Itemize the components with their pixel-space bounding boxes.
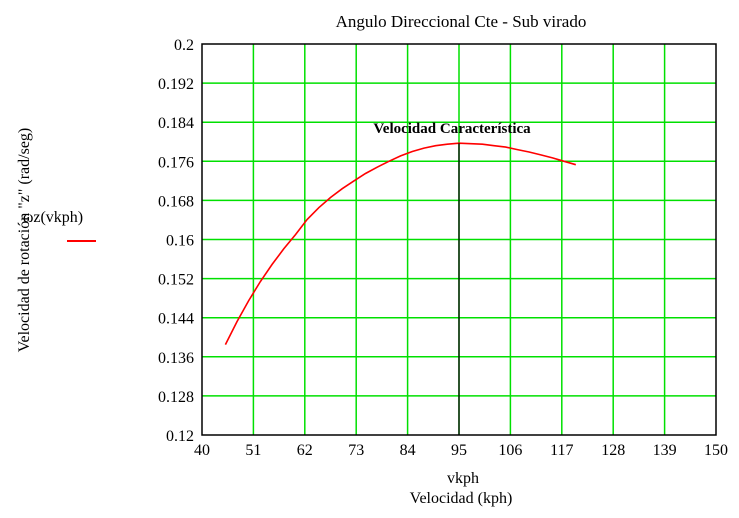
- y-tick-label: 0.192: [158, 76, 194, 93]
- characteristic-speed-label: Velocidad Característica: [373, 121, 531, 137]
- y-tick-label: 0.12: [166, 428, 194, 445]
- x-axis-label: Velocidad (kph): [410, 490, 513, 507]
- x-tick-label: 84: [400, 442, 416, 459]
- y-tick-label: 0.168: [158, 193, 194, 210]
- legend-label: ωz(vkph): [23, 209, 83, 226]
- x-tick-label: 117: [550, 442, 573, 459]
- x-tick-label: 95: [451, 442, 467, 459]
- x-tick-label: 106: [498, 442, 522, 459]
- y-tick-label: 0.184: [158, 115, 194, 132]
- y-axis-label: Velocidad de rotación "z" (rad/seg): [16, 128, 33, 353]
- y-tick-label: 0.128: [158, 389, 194, 406]
- x-tick-label: 62: [297, 442, 313, 459]
- y-tick-label: 0.152: [158, 272, 194, 289]
- x-axis-variable: vkph: [447, 470, 479, 487]
- series-line: [224, 142, 577, 345]
- x-tick-labels: 40 51 62 73 84 95 106 117 128 139 150: [194, 442, 728, 459]
- x-tick-label: 139: [653, 442, 677, 459]
- x-tick-label: 51: [245, 442, 261, 459]
- y-tick-label: 0.16: [166, 233, 194, 250]
- y-tick-label: 0.144: [158, 311, 194, 328]
- x-tick-label: 40: [194, 442, 210, 459]
- chart-title: Angulo Direccional Cte - Sub virado: [336, 12, 587, 31]
- x-tick-label: 128: [601, 442, 625, 459]
- x-tick-label: 150: [704, 442, 728, 459]
- y-tick-labels: 0.2 0.192 0.184 0.176 0.168 0.16 0.152 0.144 0.1…: [158, 37, 194, 445]
- y-tick-label: 0.176: [158, 154, 194, 171]
- y-tick-label: 0.2: [174, 37, 194, 54]
- x-tick-label: 73: [348, 442, 364, 459]
- y-tick-label: 0.136: [158, 350, 194, 367]
